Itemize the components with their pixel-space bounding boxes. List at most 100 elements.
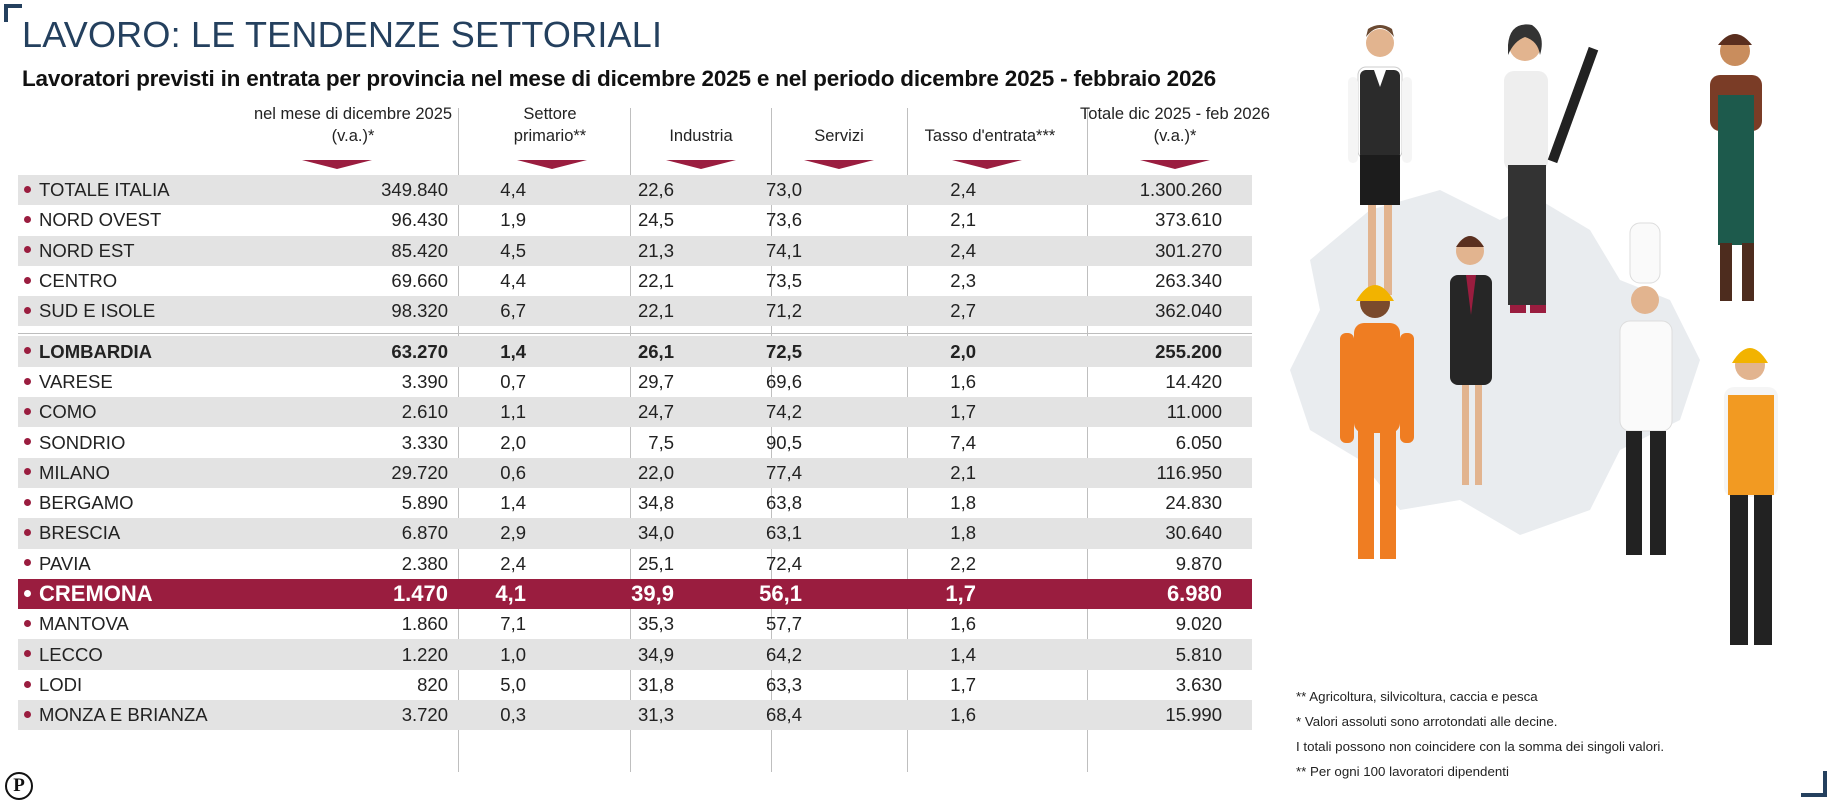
row-name: SUD E ISOLE bbox=[39, 300, 156, 322]
table-cell: 0,7 bbox=[500, 370, 526, 392]
table-cell: 24.830 bbox=[1165, 492, 1222, 514]
corner-mark-top-left bbox=[4, 4, 22, 22]
row-name: CENTRO bbox=[39, 270, 118, 292]
table-row: VARESE 3.390 0,7 29,7 69,6 1,6 14.420 bbox=[18, 367, 1252, 397]
bullet-icon bbox=[24, 468, 31, 476]
bullet-icon bbox=[24, 498, 31, 506]
table-cell: 2,7 bbox=[868, 296, 1036, 327]
table-cell: 22,1 bbox=[584, 296, 732, 327]
table-cell: 3.630 bbox=[1175, 673, 1222, 695]
table-cell: 85.420 bbox=[358, 235, 454, 266]
table-cell: 2,4 bbox=[868, 175, 1036, 206]
footnote: ** Agricoltura, silvicoltura, caccia e p… bbox=[1296, 689, 1538, 704]
table-cell: 1,1 bbox=[454, 397, 584, 428]
table-cell: 25,1 bbox=[637, 552, 674, 574]
table-row: MONZA E BRIANZA 3.720 0,3 31,3 68,4 1,6 15.990 bbox=[18, 700, 1252, 731]
table-cell: 73,5 bbox=[765, 270, 802, 292]
table-cell: 1,8 bbox=[950, 492, 976, 514]
table-row: BRESCIA 6.870 2,9 34,0 63,1 1,8 30.640 bbox=[18, 518, 1252, 549]
table-cell: 7,1 bbox=[500, 613, 526, 635]
table-cell: 63,1 bbox=[732, 518, 868, 549]
table-cell: 2,4 bbox=[500, 552, 526, 574]
table-cell: 3.720 bbox=[358, 700, 454, 731]
table-cell: 22,6 bbox=[584, 175, 732, 206]
row-name: MONZA E BRIANZA bbox=[39, 704, 208, 726]
table-cell: 98.320 bbox=[358, 296, 454, 327]
table-row: NORD OVEST 96.430 1,9 24,5 73,6 2,1 373.610 bbox=[18, 205, 1252, 235]
table-row: SONDRIO 3.330 2,0 7,5 90,5 7,4 6.050 bbox=[18, 427, 1252, 457]
row-name: CREMONA bbox=[39, 581, 153, 606]
table-cell: 2.610 bbox=[358, 397, 454, 428]
row-name: MILANO bbox=[39, 461, 110, 483]
bullet-icon bbox=[24, 529, 31, 537]
chart-subtitle: Lavoratori previsti in entrata per provi… bbox=[22, 66, 1216, 91]
table-cell: 1,7 bbox=[868, 578, 1036, 610]
table-row: LODI 820 5,0 31,8 63,3 1,7 3.630 bbox=[18, 670, 1252, 700]
footnote: ** Per ogni 100 lavoratori dipendenti bbox=[1296, 764, 1509, 779]
row-label: BERGAMO bbox=[18, 488, 358, 518]
table-cell: 74,1 bbox=[732, 235, 868, 266]
table-row: SUD E ISOLE 98.320 6,7 22,1 71,2 2,7 362.040 bbox=[18, 296, 1252, 327]
table-cell: 4,5 bbox=[454, 235, 584, 266]
table-cell: 2,0 bbox=[868, 336, 1036, 367]
table-cell: 26,1 bbox=[584, 336, 732, 367]
bullet-icon bbox=[24, 589, 31, 597]
table-cell: 15.990 bbox=[1036, 700, 1252, 731]
table-cell: 1,6 bbox=[950, 613, 976, 635]
table-cell: 7,4 bbox=[950, 431, 976, 453]
header-arrow bbox=[952, 160, 1022, 169]
column-divider bbox=[1087, 108, 1088, 772]
table-row: TOTALE ITALIA 349.840 4,4 22,6 73,0 2,4 1.300.… bbox=[18, 175, 1252, 206]
column-header: nel mese di dicembre 2025 (v.a.)* bbox=[253, 105, 453, 145]
row-label: CREMONA bbox=[18, 578, 358, 610]
table-cell: 3.330 bbox=[401, 431, 448, 453]
bullet-icon bbox=[24, 347, 31, 355]
table-cell: 362.040 bbox=[1036, 296, 1252, 327]
row-name: TOTALE ITALIA bbox=[39, 179, 170, 201]
vest-worker-figure bbox=[1724, 348, 1778, 645]
table-cell: 30.640 bbox=[1036, 518, 1252, 549]
row-name: BERGAMO bbox=[39, 492, 134, 514]
bullet-icon bbox=[24, 407, 31, 415]
farmer-figure bbox=[1710, 34, 1762, 301]
column-divider bbox=[630, 108, 631, 772]
row-name: NORD EST bbox=[39, 239, 135, 261]
table-cell: 1,0 bbox=[454, 639, 584, 670]
table-cell: 2,4 bbox=[868, 235, 1036, 266]
table-cell: 34,9 bbox=[584, 639, 732, 670]
table-cell: 5.890 bbox=[401, 492, 448, 514]
column-divider bbox=[907, 108, 908, 772]
bullet-icon bbox=[24, 710, 31, 718]
bullet-icon bbox=[24, 185, 31, 193]
row-name: SONDRIO bbox=[39, 431, 126, 453]
table-cell: 6,7 bbox=[454, 296, 584, 327]
table-cell: 6.870 bbox=[358, 518, 454, 549]
table-cell: 57,7 bbox=[765, 613, 802, 635]
table-cell: 116.950 bbox=[1036, 457, 1252, 488]
table-cell: 4,1 bbox=[454, 578, 584, 610]
row-label: LODI bbox=[18, 670, 358, 700]
table-cell: 4,4 bbox=[454, 175, 584, 206]
bullet-icon bbox=[24, 559, 31, 567]
bullet-icon bbox=[24, 306, 31, 314]
table-cell: 373.610 bbox=[1155, 209, 1222, 231]
table-cell: 29.720 bbox=[358, 457, 454, 488]
table-cell: 5,0 bbox=[500, 673, 526, 695]
table-cell: 255.200 bbox=[1036, 336, 1252, 367]
table-cell: 1.220 bbox=[358, 639, 454, 670]
row-name: COMO bbox=[39, 401, 97, 423]
table-cell: 69.660 bbox=[391, 270, 448, 292]
table-cell: 24,5 bbox=[637, 209, 674, 231]
table-cell: 39,9 bbox=[584, 578, 732, 610]
table-cell: 1,7 bbox=[868, 397, 1036, 428]
table-row: CENTRO 69.660 4,4 22,1 73,5 2,3 263.340 bbox=[18, 266, 1252, 296]
bullet-icon bbox=[24, 650, 31, 658]
bullet-icon bbox=[24, 438, 31, 446]
table-cell: 349.840 bbox=[358, 175, 454, 206]
table-cell: 77,4 bbox=[732, 457, 868, 488]
row-label: PAVIA bbox=[18, 549, 358, 579]
publisher-logo: P bbox=[5, 772, 33, 800]
column-divider bbox=[458, 108, 459, 772]
architect-figure bbox=[1504, 24, 1599, 313]
table-cell: 7,5 bbox=[648, 431, 674, 453]
